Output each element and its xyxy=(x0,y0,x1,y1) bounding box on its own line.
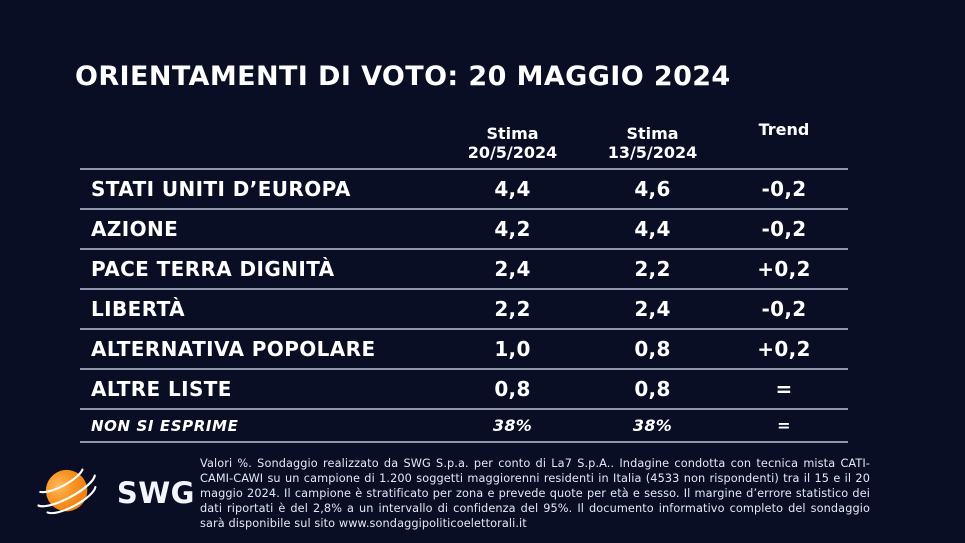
stima-20-5-value: 4,2 xyxy=(494,217,531,241)
stima-20-5-value: 2,4 xyxy=(494,257,531,281)
table-body: STATI UNITI D’EUROPA 4,4 4,6 -0,2 AZIONE… xyxy=(80,170,848,443)
trend-value: +0,2 xyxy=(757,337,811,361)
table-header-row: Stima 20/5/2024 Stima 13/5/2024 Trend xyxy=(80,120,848,170)
party-name: LIBERTÀ xyxy=(91,297,185,321)
stima-13-5-value: 2,2 xyxy=(634,257,671,281)
party-name: AZIONE xyxy=(91,217,179,241)
party-name: PACE TERRA DIGNITÀ xyxy=(91,257,335,281)
stima-13-5-value: 0,8 xyxy=(634,377,671,401)
trend-value: = xyxy=(775,377,793,401)
header-stima-label: Stima xyxy=(486,124,539,143)
stima-13-5-value: 38% xyxy=(632,416,673,435)
column-header-stima-13-5: Stima 13/5/2024 xyxy=(585,124,720,162)
trend-value: +0,2 xyxy=(757,257,811,281)
trend-value: = xyxy=(777,416,791,435)
table-row: ALTERNATIVA POPOLARE 1,0 0,8 +0,2 xyxy=(80,330,848,370)
stima-13-5-value: 0,8 xyxy=(634,337,671,361)
table-row: LIBERTÀ 2,2 2,4 -0,2 xyxy=(80,290,848,330)
page-title: ORIENTAMENTI DI VOTO: 20 MAGGIO 2024 xyxy=(75,61,731,92)
party-name: ALTRE LISTE xyxy=(91,377,232,401)
stima-20-5-value: 2,2 xyxy=(494,297,531,321)
trend-value: -0,2 xyxy=(761,297,807,321)
column-header-stima-20-5: Stima 20/5/2024 xyxy=(440,124,585,162)
swg-logo-text: SWG xyxy=(116,476,195,510)
header-date-13-5: 13/5/2024 xyxy=(607,142,698,162)
poll-table: Stima 20/5/2024 Stima 13/5/2024 Trend ST… xyxy=(80,120,848,443)
swg-logo: SWG xyxy=(30,447,195,539)
trend-value: -0,2 xyxy=(761,217,807,241)
party-name: ALTERNATIVA POPOLARE xyxy=(91,337,376,361)
stima-13-5-value: 4,4 xyxy=(634,217,671,241)
table-row: ALTRE LISTE 0,8 0,8 = xyxy=(80,370,848,410)
header-date-20-5: 20/5/2024 xyxy=(467,142,558,162)
table-row: PACE TERRA DIGNITÀ 2,4 2,2 +0,2 xyxy=(80,250,848,290)
stima-13-5-value: 4,6 xyxy=(634,177,671,201)
table-row: NON SI ESPRIME 38% 38% = xyxy=(80,410,848,443)
header-stima-label: Stima xyxy=(626,124,679,143)
stima-20-5-value: 38% xyxy=(492,416,533,435)
stima-20-5-value: 0,8 xyxy=(494,377,531,401)
stima-20-5-value: 4,4 xyxy=(494,177,531,201)
party-name: NON SI ESPRIME xyxy=(91,416,239,435)
trend-value: -0,2 xyxy=(761,177,807,201)
party-name: STATI UNITI D’EUROPA xyxy=(91,177,351,201)
table-row: STATI UNITI D’EUROPA 4,4 4,6 -0,2 xyxy=(80,170,848,210)
table-row: AZIONE 4,2 4,4 -0,2 xyxy=(80,210,848,250)
column-header-trend: Trend xyxy=(758,119,810,139)
disclaimer-text: Valori %. Sondaggio realizzato da SWG S.… xyxy=(200,457,870,530)
stima-13-5-value: 2,4 xyxy=(634,297,671,321)
stima-20-5-value: 1,0 xyxy=(494,337,531,361)
swg-globe-icon xyxy=(37,468,97,515)
